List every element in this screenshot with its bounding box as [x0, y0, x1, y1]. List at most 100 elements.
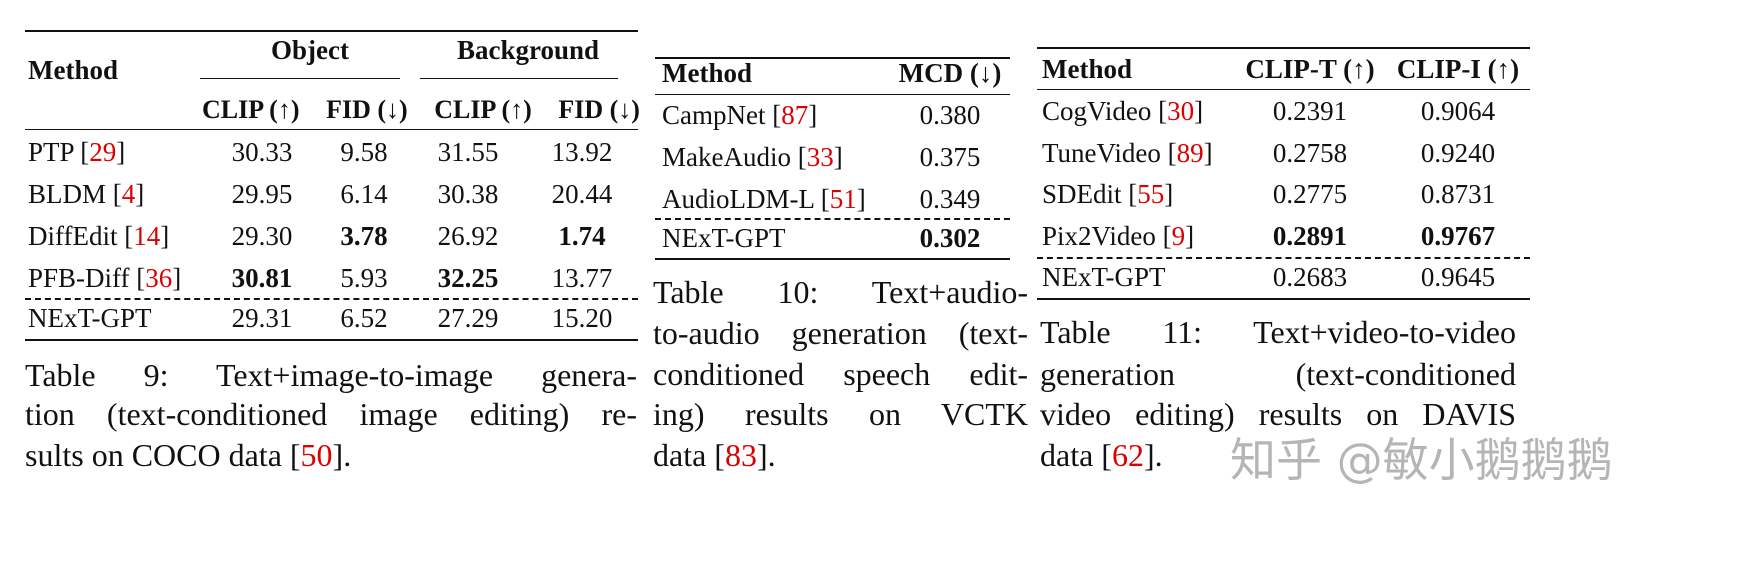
column-header: CLIP-I (↑) [1396, 54, 1520, 84]
caption-text: data [ [1040, 437, 1112, 473]
method-name: NExT-GPT [1042, 262, 1166, 292]
method-cell: PTP [29] [28, 137, 125, 167]
column-header: CLIP (↑) [202, 95, 300, 124]
method-cell: DiffEdit [14] [28, 221, 169, 251]
group-header-background: Background [456, 35, 600, 65]
method-name: TuneVideo [1042, 138, 1161, 168]
watermark: 知乎 @敏小鹅鹅鹅 [1230, 433, 1613, 487]
method-name: Pix2Video [1042, 221, 1156, 251]
method-cell: CampNet [87] [662, 100, 817, 130]
value-cell: 0.2775 [1272, 179, 1348, 209]
citation-ref: 83 [724, 437, 757, 473]
column-header: CLIP (↑) [434, 95, 532, 124]
value-cell: 9.58 [340, 137, 388, 167]
top-rule [25, 30, 638, 32]
caption-text: to-audio generation (text- [653, 315, 1028, 351]
ref-bracket: [ [1155, 221, 1172, 251]
header-method: Method [662, 58, 752, 88]
value-cell: 29.31 [231, 303, 293, 333]
citation-ref: 51 [829, 184, 857, 214]
value-cell: 0.2891 [1272, 221, 1348, 251]
header-rule [1037, 89, 1530, 90]
dashed-separator [25, 298, 638, 300]
method-cell: NExT-GPT [28, 303, 152, 333]
caption-text: ]. [332, 437, 352, 473]
method-name: NExT-GPT [662, 223, 786, 253]
method-name: CogVideo [1042, 96, 1152, 126]
citation-ref: 62 [1111, 437, 1144, 473]
bottom-rule [25, 339, 638, 341]
citation-ref: 50 [300, 437, 333, 473]
method-cell: CogVideo [30] [1042, 96, 1203, 126]
ref-bracket: [ [765, 100, 782, 130]
value-cell: 31.55 [437, 137, 499, 167]
header-method: Method [1042, 54, 1132, 84]
value-cell: 0.9645 [1420, 262, 1496, 292]
method-cell: TuneVideo [89] [1042, 138, 1213, 168]
method-name: NExT-GPT [28, 303, 152, 333]
column-header: FID (↓) [326, 95, 408, 124]
ref-bracket: [ [1160, 138, 1177, 168]
citation-ref: 87 [781, 100, 809, 130]
ref-bracket: ] [856, 184, 866, 214]
value-cell: 29.30 [231, 221, 293, 251]
ref-bracket: [ [117, 221, 134, 251]
value-cell: 0.302 [919, 223, 981, 253]
method-cell: NExT-GPT [1042, 262, 1166, 292]
value-cell: 30.81 [231, 263, 293, 293]
caption-text: Table 9: Text+image-to-image genera- [25, 357, 637, 393]
value-cell: 0.380 [919, 100, 981, 130]
value-cell: 0.2758 [1272, 138, 1348, 168]
group-underline [420, 78, 618, 79]
ref-bracket: [ [813, 184, 830, 214]
value-cell: 6.14 [340, 179, 388, 209]
method-name: MakeAudio [662, 142, 791, 172]
caption-line: generation (text-conditioned [1040, 354, 1516, 394]
caption-text: Table 11: Text+video-to-video [1040, 314, 1516, 350]
value-cell: 26.92 [437, 221, 499, 251]
caption-text: data [ [653, 437, 725, 473]
value-cell: 0.9064 [1420, 96, 1496, 126]
caption-line: Table 10: Text+audio- [653, 272, 1028, 312]
value-cell: 0.375 [919, 142, 981, 172]
value-cell: 27.29 [437, 303, 499, 333]
caption-text: ]. [1143, 437, 1163, 473]
value-cell: 0.9767 [1420, 221, 1496, 251]
method-cell: BLDM [4] [28, 179, 144, 209]
value-cell: 5.93 [340, 263, 388, 293]
value-cell: 0.349 [919, 184, 981, 214]
citation-ref: 36 [145, 263, 173, 293]
citation-ref: 29 [89, 137, 117, 167]
method-cell: NExT-GPT [662, 223, 786, 253]
value-cell: 15.20 [551, 303, 613, 333]
header-rule [655, 94, 1010, 95]
value-cell: 3.78 [340, 221, 388, 251]
caption-line: tion (text-conditioned image editing) re… [25, 394, 637, 434]
column-header: FID (↓) [558, 95, 640, 124]
method-name: DiffEdit [28, 221, 118, 251]
column-header: CLIP-T (↑) [1245, 54, 1375, 84]
caption-line: conditioned speech edit- [653, 354, 1028, 394]
citation-ref: 9 [1171, 221, 1186, 251]
ref-bracket: ] [172, 263, 182, 293]
caption-text: conditioned speech edit- [653, 356, 1028, 392]
method-name: PFB-Diff [28, 263, 130, 293]
caption-line: to-audio generation (text- [653, 313, 1028, 353]
ref-bracket: ] [135, 179, 145, 209]
value-cell: 32.25 [437, 263, 499, 293]
caption-text: sults on COCO data [ [25, 437, 301, 473]
value-cell: 29.95 [231, 179, 293, 209]
caption-line: Table 11: Text+video-to-video [1040, 312, 1516, 352]
group-header-object: Object [271, 35, 349, 65]
dashed-separator [655, 218, 1010, 220]
method-name: SDEdit [1042, 179, 1122, 209]
caption-line: data [62]. [1040, 435, 1516, 475]
value-cell: 30.33 [231, 137, 293, 167]
ref-bracket: ] [160, 221, 170, 251]
caption-text: generation (text-conditioned [1040, 356, 1516, 392]
column-header: MCD (↓) [898, 58, 1002, 88]
ref-bracket: ] [833, 142, 843, 172]
value-cell: 30.38 [437, 179, 499, 209]
caption-text: tion (text-conditioned image editing) re… [25, 396, 637, 432]
